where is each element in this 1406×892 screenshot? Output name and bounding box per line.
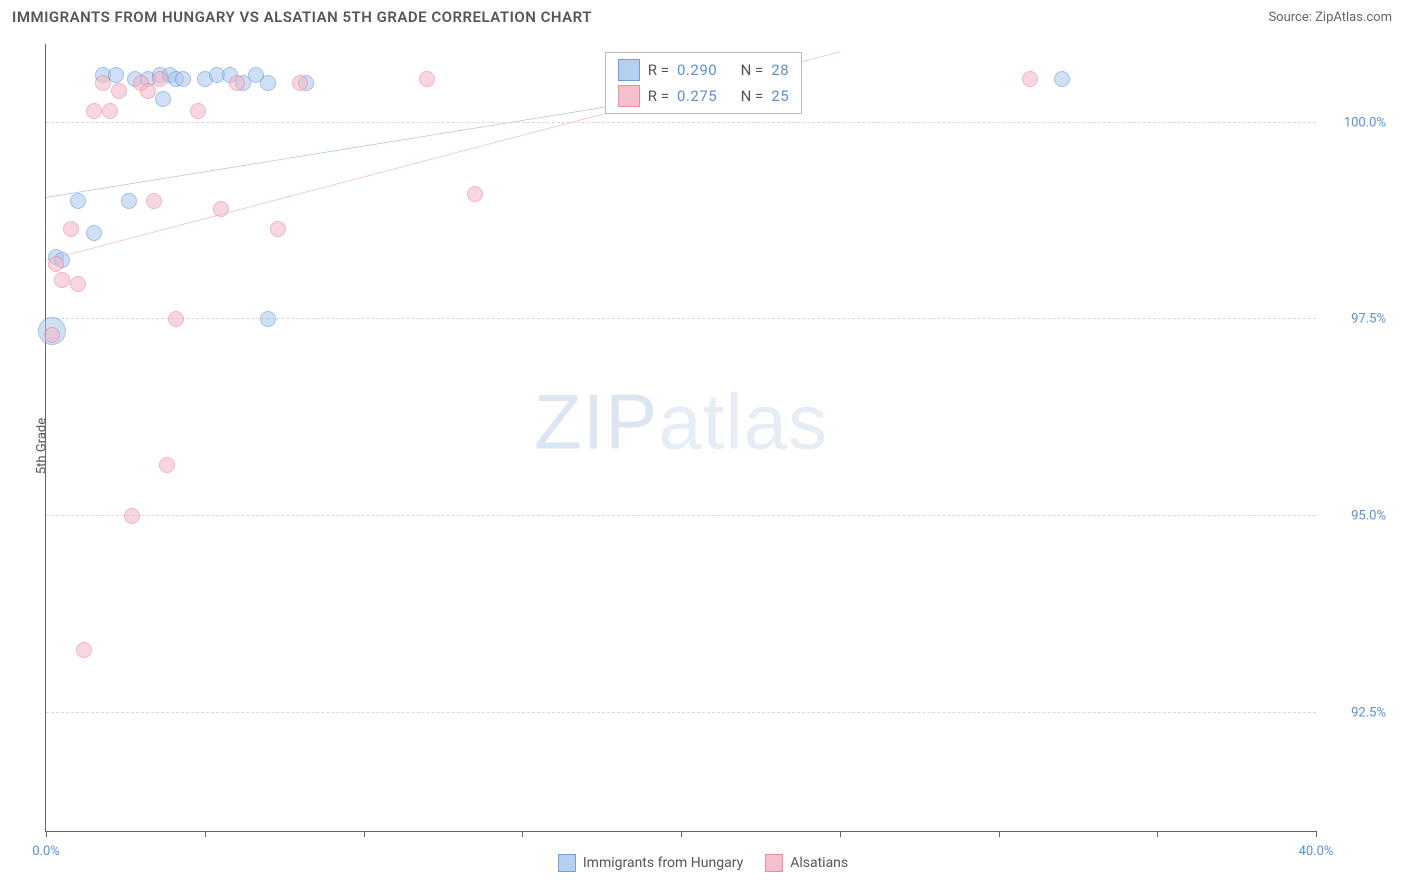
gridline-h [46, 712, 1316, 713]
gridline-h [46, 122, 1316, 123]
gridline-h [46, 515, 1316, 516]
source-site[interactable]: ZipAtlas.com [1315, 10, 1392, 25]
legend-item-hungary[interactable]: Immigrants from Hungary [558, 854, 743, 872]
title-bar: IMMIGRANTS FROM HUNGARY VS ALSATIAN 5TH … [0, 0, 1406, 36]
data-point-hungary[interactable] [260, 75, 276, 91]
data-point-hungary[interactable] [260, 311, 276, 327]
legend: Immigrants from Hungary Alsatians [0, 854, 1406, 872]
stats-box: R = 0.290 N = 28 R = 0.275 N = 25 [605, 52, 802, 114]
data-point-alsatians[interactable] [1022, 71, 1038, 87]
stats-n-label: N = [741, 61, 764, 79]
plot-wrap: ZIPatlas 92.5%95.0%97.5%100.0%0.0%40.0%R… [45, 44, 1316, 832]
legend-label-alsatians: Alsatians [790, 855, 848, 871]
x-tick [1316, 831, 1317, 837]
x-tick [681, 831, 682, 837]
data-point-hungary[interactable] [1054, 71, 1070, 87]
stats-n-value-hungary: 28 [771, 61, 789, 79]
x-tick [205, 831, 206, 837]
data-point-alsatians[interactable] [111, 83, 127, 99]
data-point-alsatians[interactable] [213, 201, 229, 217]
data-point-alsatians[interactable] [86, 103, 102, 119]
x-tick [840, 831, 841, 837]
data-point-hungary[interactable] [155, 91, 171, 107]
watermark-sub: atlas [658, 377, 828, 465]
stats-swatch-alsatians [618, 85, 640, 107]
stats-r-label: R = [648, 87, 669, 105]
source-attribution: Source: ZipAtlas.com [1268, 10, 1392, 25]
data-point-alsatians[interactable] [70, 276, 86, 292]
stats-n-label: N = [741, 87, 764, 105]
data-point-alsatians[interactable] [102, 103, 118, 119]
stats-row-alsatians: R = 0.275 N = 25 [614, 83, 793, 109]
data-point-alsatians[interactable] [159, 457, 175, 473]
legend-swatch-alsatians [765, 854, 783, 872]
data-point-alsatians[interactable] [95, 75, 111, 91]
stats-r-value-hungary: 0.290 [677, 61, 717, 79]
y-tick-label: 95.0% [1351, 509, 1386, 524]
stats-n-value-alsatians: 25 [771, 87, 789, 105]
data-point-alsatians[interactable] [48, 256, 64, 272]
y-tick-label: 97.5% [1351, 312, 1386, 327]
plot-area: ZIPatlas 92.5%95.0%97.5%100.0%0.0%40.0%R… [45, 44, 1316, 832]
watermark: ZIPatlas [534, 376, 828, 467]
y-tick-label: 92.5% [1351, 705, 1386, 720]
legend-swatch-hungary [558, 854, 576, 872]
data-point-hungary[interactable] [121, 193, 137, 209]
source-label: Source: [1268, 10, 1311, 25]
data-point-alsatians[interactable] [140, 83, 156, 99]
legend-item-alsatians[interactable]: Alsatians [765, 854, 848, 872]
x-tick [364, 831, 365, 837]
chart-title: IMMIGRANTS FROM HUNGARY VS ALSATIAN 5TH … [12, 8, 592, 26]
data-point-alsatians[interactable] [152, 71, 168, 87]
stats-r-value-alsatians: 0.275 [677, 87, 717, 105]
data-point-alsatians[interactable] [63, 221, 79, 237]
stats-r-label: R = [648, 61, 669, 79]
x-tick [1157, 831, 1158, 837]
data-point-alsatians[interactable] [54, 272, 70, 288]
data-point-alsatians[interactable] [168, 311, 184, 327]
legend-label-hungary: Immigrants from Hungary [583, 855, 743, 871]
y-tick-label: 100.0% [1344, 115, 1386, 130]
data-point-alsatians[interactable] [124, 508, 140, 524]
data-point-alsatians[interactable] [270, 221, 286, 237]
data-point-alsatians[interactable] [44, 327, 60, 343]
data-point-hungary[interactable] [86, 225, 102, 241]
gridline-h [46, 318, 1316, 319]
x-tick [46, 831, 47, 837]
data-point-hungary[interactable] [175, 71, 191, 87]
data-point-alsatians[interactable] [146, 193, 162, 209]
stats-row-hungary: R = 0.290 N = 28 [614, 57, 793, 83]
data-point-alsatians[interactable] [76, 642, 92, 658]
data-point-alsatians[interactable] [292, 75, 308, 91]
x-tick [999, 831, 1000, 837]
data-point-alsatians[interactable] [419, 71, 435, 87]
data-point-alsatians[interactable] [229, 75, 245, 91]
x-tick [522, 831, 523, 837]
data-point-alsatians[interactable] [190, 103, 206, 119]
watermark-main: ZIP [534, 377, 658, 465]
data-point-hungary[interactable] [70, 193, 86, 209]
data-point-alsatians[interactable] [467, 186, 483, 202]
stats-swatch-hungary [618, 59, 640, 81]
